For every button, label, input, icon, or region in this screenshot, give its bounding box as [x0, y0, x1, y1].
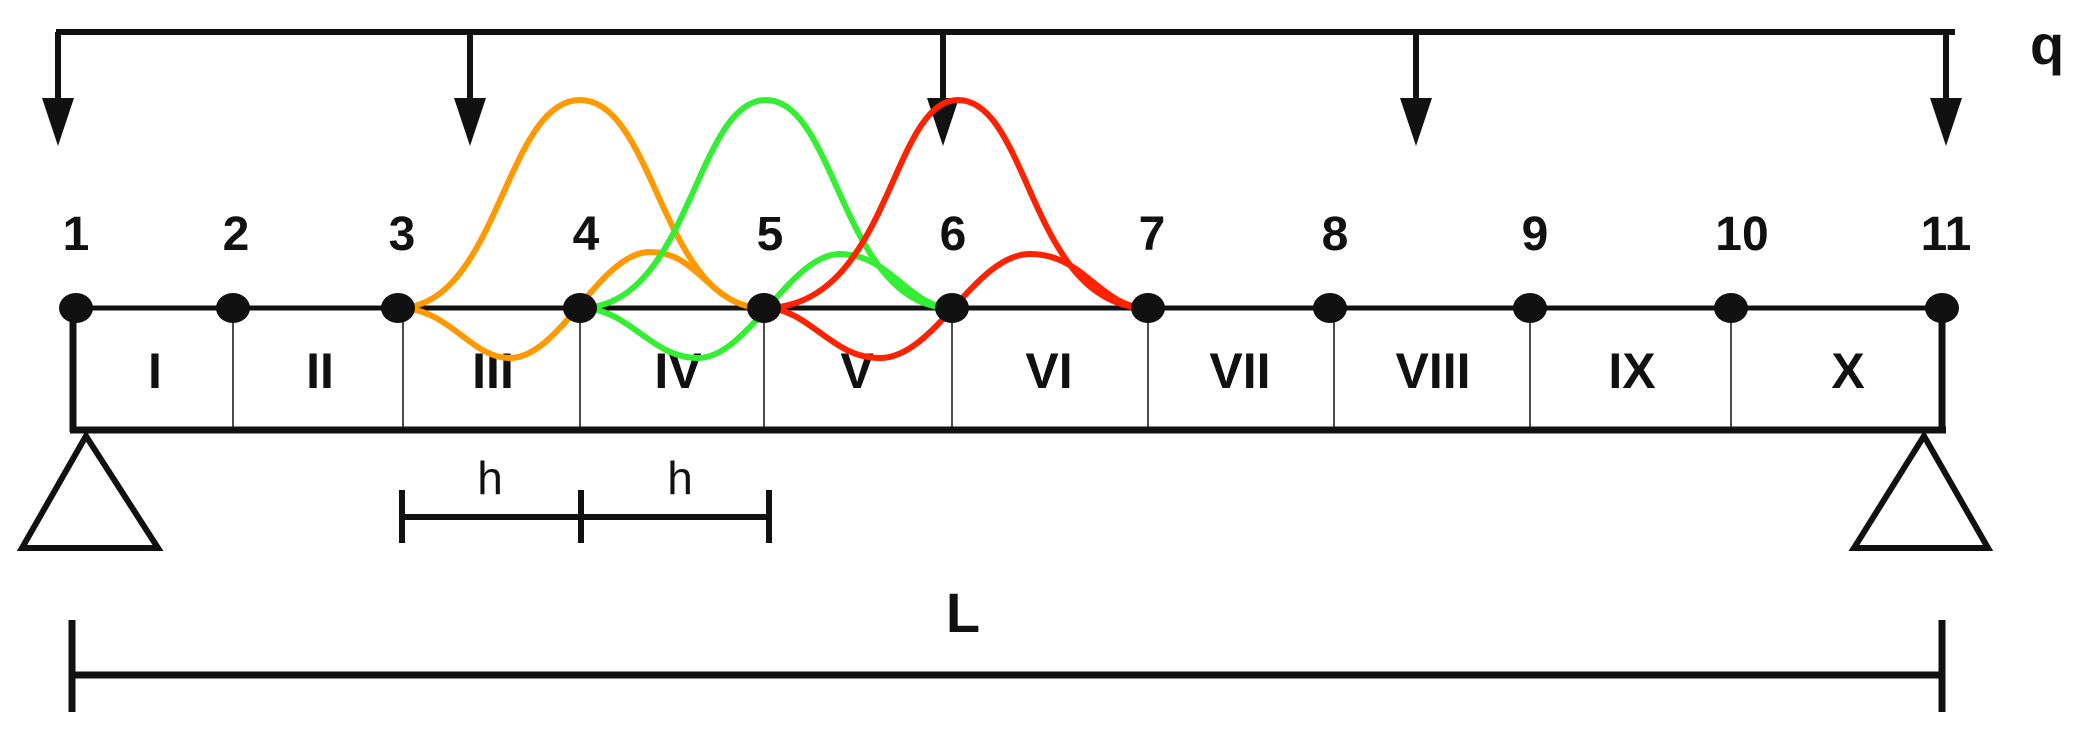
- spacing-label-1: h: [477, 452, 503, 504]
- node-5: [747, 293, 781, 323]
- right-support: [1848, 430, 1994, 551]
- node-label-7: 7: [1139, 208, 1166, 261]
- load-arrow-1: [42, 32, 74, 146]
- node-6: [935, 293, 969, 323]
- node-label-8: 8: [1322, 208, 1349, 261]
- node-3: [381, 293, 415, 323]
- span-label: L: [946, 581, 980, 644]
- node-7: [1131, 293, 1165, 323]
- node-label-10: 10: [1715, 208, 1768, 261]
- node-label-3: 3: [389, 208, 416, 261]
- segment-label-4: IV: [654, 343, 702, 399]
- red-curve-main: [761, 96, 1151, 311]
- node-label-2: 2: [223, 208, 250, 261]
- node-2: [216, 293, 250, 323]
- distributed-load: q: [42, 13, 2064, 146]
- segment-label-3: III: [472, 343, 514, 399]
- node-8: [1313, 293, 1347, 323]
- spacing-label-2: h: [667, 452, 693, 504]
- node-1: [59, 293, 93, 323]
- node-label-1: 1: [63, 208, 90, 261]
- node-11: [1925, 293, 1959, 323]
- segment-label-9: IX: [1608, 343, 1655, 399]
- span-dimension: L: [68, 581, 1946, 712]
- load-arrow-3: [927, 32, 959, 146]
- segment-label-8: VIII: [1395, 343, 1470, 399]
- segment-label-1: I: [148, 343, 162, 399]
- segment-label-2: II: [306, 343, 334, 399]
- segment-label-7: VII: [1209, 343, 1270, 399]
- node-label-6: 6: [940, 208, 967, 261]
- orange-curve-main: [395, 96, 767, 311]
- node-label-11: 11: [1921, 208, 1972, 261]
- node-label-4: 4: [573, 208, 600, 261]
- segment-labels: I II III IV V VI VII VIII IX X: [148, 343, 1865, 399]
- spacing-dimension: h h: [399, 452, 772, 543]
- node-9: [1513, 293, 1547, 323]
- nodes: [59, 293, 1959, 323]
- left-support: [16, 430, 164, 551]
- load-arrow-4: [1400, 32, 1432, 146]
- node-label-9: 9: [1522, 208, 1549, 261]
- beam: [69, 305, 1946, 434]
- segment-label-10: X: [1831, 343, 1864, 399]
- load-arrow-2: [454, 32, 486, 146]
- load-label: q: [2030, 13, 2064, 76]
- green-curve-main: [577, 96, 955, 311]
- node-label-5: 5: [757, 208, 784, 261]
- segment-label-6: VI: [1025, 343, 1072, 399]
- node-4: [563, 293, 597, 323]
- load-arrow-5: [1930, 32, 1962, 146]
- node-labels: 1 2 3 4 5 6 7 8 9 10 11: [63, 208, 1972, 261]
- node-10: [1714, 293, 1748, 323]
